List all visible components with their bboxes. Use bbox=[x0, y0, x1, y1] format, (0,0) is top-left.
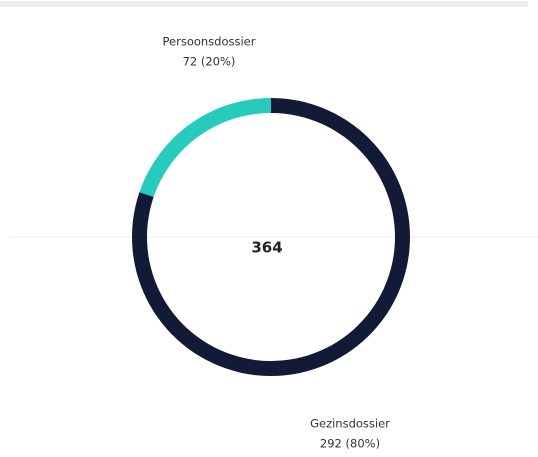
slice-label: Gezinsdossier bbox=[310, 417, 390, 431]
slice-value-label: 292 (80%) bbox=[320, 437, 380, 451]
donut-slice bbox=[139, 98, 271, 198]
donut bbox=[132, 98, 410, 376]
slice-label: Persoonsdossier bbox=[163, 35, 256, 49]
top-bar bbox=[0, 1, 528, 7]
slice-value-label: 72 (20%) bbox=[183, 55, 236, 69]
donut-total: 364 bbox=[251, 239, 282, 257]
